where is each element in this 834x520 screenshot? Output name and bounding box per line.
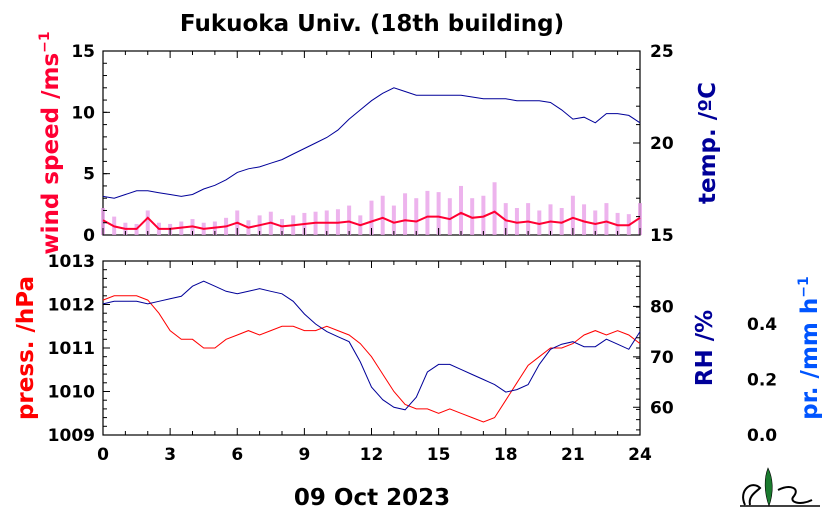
y-tick-label: 0 — [83, 226, 95, 246]
y-tick-label: 20 — [650, 134, 674, 154]
pressure-axis-label: press. /hPa — [13, 276, 39, 420]
humidity-axis-label: RH /% — [692, 310, 718, 386]
precip-tick-label: 0.2 — [747, 370, 777, 390]
y-tick-label: 5 — [83, 165, 95, 185]
wind-axis-label: wind speed /ms−1 — [37, 31, 64, 254]
y-tick-label: 60 — [650, 398, 674, 418]
top-panel: 0 5 10 15 15 20 25 wind speed /ms−1 temp. /ºC — [37, 31, 721, 254]
y-tick-label: 1010 — [48, 383, 95, 403]
temperature-line — [102, 87, 641, 199]
x-tick-label: 12 — [360, 445, 384, 465]
bottom-ticks: 0 3 6 9 12 15 18 21 24 1009 1010 1011 1012 1013 60 70 80… — [48, 252, 778, 465]
y-tick-label: 80 — [650, 297, 674, 317]
precip-tick-label: 0.4 — [747, 315, 777, 335]
x-tick-label: 18 — [494, 445, 518, 465]
x-tick-label: 6 — [231, 445, 243, 465]
y-tick-label: 15 — [650, 226, 674, 246]
y-tick-label: 10 — [71, 103, 95, 123]
y-tick-label: 1011 — [48, 339, 95, 359]
date-label: 09 Oct 2023 — [294, 485, 450, 511]
top-ticks: 0 5 10 15 15 20 25 — [71, 42, 674, 246]
x-tick-label: 9 — [298, 445, 310, 465]
bottom-panel: 0 3 6 9 12 15 18 21 24 1009 1010 1011 1012 1013 60 70 80… — [13, 252, 823, 511]
humidity-line — [102, 280, 641, 411]
x-tick-label: 15 — [427, 445, 451, 465]
x-tick-label: 3 — [164, 445, 176, 465]
y-tick-label: 1009 — [48, 426, 95, 446]
x-tick-label: 24 — [628, 445, 652, 465]
wind-speed-line — [102, 210, 641, 230]
x-tick-label: 0 — [97, 445, 109, 465]
x-tick-label: 21 — [561, 445, 585, 465]
y-tick-label: 25 — [650, 42, 674, 62]
temperature-axis-label: temp. /ºC — [695, 82, 721, 204]
y-tick-label: 15 — [71, 42, 95, 62]
y-tick-label: 1012 — [48, 296, 95, 316]
nes-logo-icon — [740, 467, 820, 507]
precip-tick-label: 0.0 — [747, 426, 777, 446]
precipitation-axis-label: pr. /mm h−1 — [796, 276, 823, 419]
y-tick-label: 1013 — [48, 252, 95, 272]
chart-title: Fukuoka Univ. (18th building) — [180, 11, 564, 37]
y-tick-label: 70 — [650, 348, 674, 368]
pressure-line — [102, 295, 641, 423]
